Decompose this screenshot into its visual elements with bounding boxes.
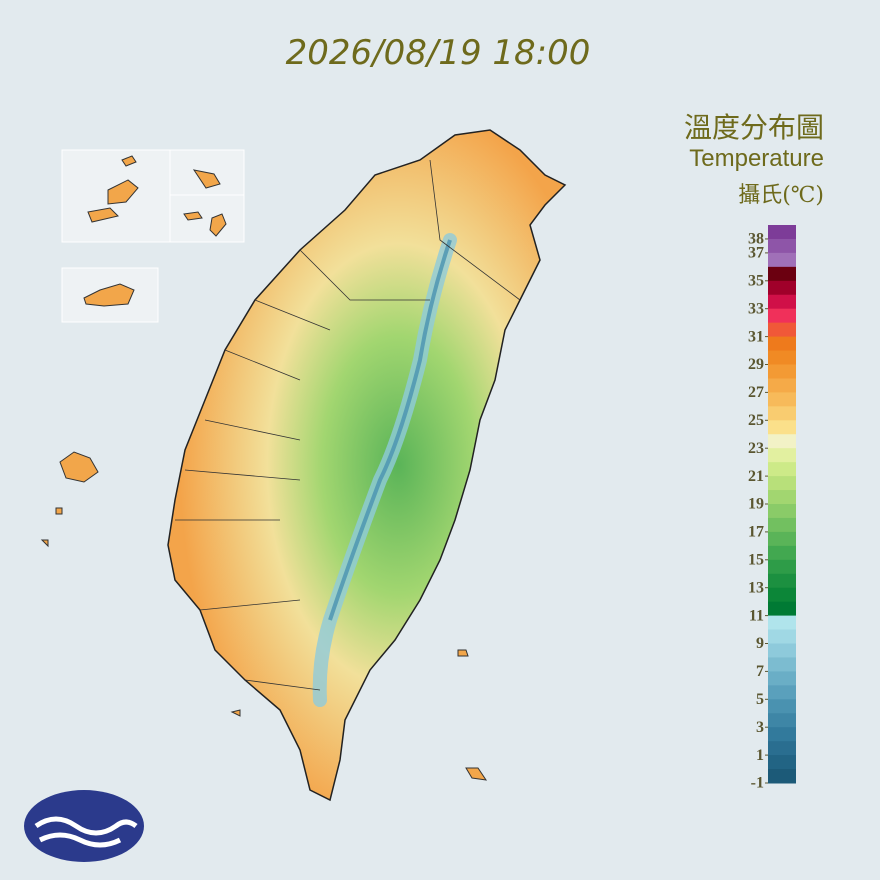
color-bin	[768, 462, 796, 477]
color-bin	[768, 364, 796, 379]
color-bin	[768, 685, 796, 700]
color-bin	[768, 531, 796, 547]
color-bin	[768, 322, 796, 338]
color-bin	[768, 392, 796, 407]
color-bin	[768, 294, 796, 310]
color-bin	[768, 643, 796, 658]
logo	[24, 790, 144, 862]
tick-label: 33	[748, 300, 764, 317]
tick-label: 29	[748, 356, 764, 373]
island-insets	[40, 149, 488, 781]
tick-label: 25	[748, 412, 764, 429]
color-bin	[768, 559, 796, 575]
color-bin	[768, 545, 796, 561]
timestamp: 2026/08/19 18:00	[286, 33, 591, 73]
tick-label: 3	[756, 719, 764, 736]
color-bin	[768, 601, 796, 617]
tick-label: 11	[749, 607, 764, 624]
color-bin	[768, 699, 796, 714]
color-bin	[768, 350, 796, 365]
color-bin	[768, 336, 796, 352]
color-bin	[768, 266, 796, 282]
tick-label: 23	[748, 440, 764, 457]
color-bin	[768, 517, 796, 533]
legend-unit: 攝氏(℃)	[738, 183, 824, 208]
color-bin	[768, 225, 796, 240]
color-bin	[768, 406, 796, 421]
tick-label: 5	[756, 691, 764, 708]
color-bin	[768, 727, 796, 742]
color-bin	[768, 420, 796, 435]
color-bin	[768, 448, 796, 463]
color-bin	[768, 238, 796, 254]
color-bin	[768, 755, 796, 770]
tick-label: 7	[756, 663, 764, 680]
tick-label: 19	[748, 496, 764, 513]
tick-label: -1	[751, 775, 764, 792]
color-bin	[768, 476, 796, 491]
color-bin	[768, 573, 796, 589]
color-bin	[768, 308, 796, 324]
color-bin	[768, 504, 796, 519]
color-bin	[768, 587, 796, 603]
color-bin	[768, 280, 796, 296]
tick-label: 17	[748, 524, 764, 541]
legend-subtitle: Temperature	[689, 145, 824, 172]
tick-label: 1	[756, 747, 764, 764]
tick-label: 27	[748, 384, 764, 401]
color-bin	[768, 657, 796, 672]
tick-label: 37	[748, 245, 764, 262]
tick-label: 35	[748, 272, 764, 289]
color-bin	[768, 490, 796, 505]
color-bin	[768, 769, 796, 784]
tick-label: 9	[756, 635, 764, 652]
color-bin	[768, 434, 796, 449]
tick-label: 13	[748, 579, 764, 596]
color-bin	[768, 629, 796, 644]
tick-label: 38	[748, 231, 764, 248]
legend-title: 溫度分布圖	[684, 111, 824, 144]
color-bin	[768, 713, 796, 728]
color-bin	[768, 741, 796, 756]
tick-label: 31	[748, 328, 764, 345]
color-bin	[768, 378, 796, 393]
color-bin	[768, 671, 796, 686]
tick-label: 15	[748, 551, 764, 568]
taiwan	[167, 129, 567, 802]
color-bin	[768, 615, 796, 631]
color-bin	[768, 252, 796, 268]
tick-label: 21	[748, 468, 764, 485]
